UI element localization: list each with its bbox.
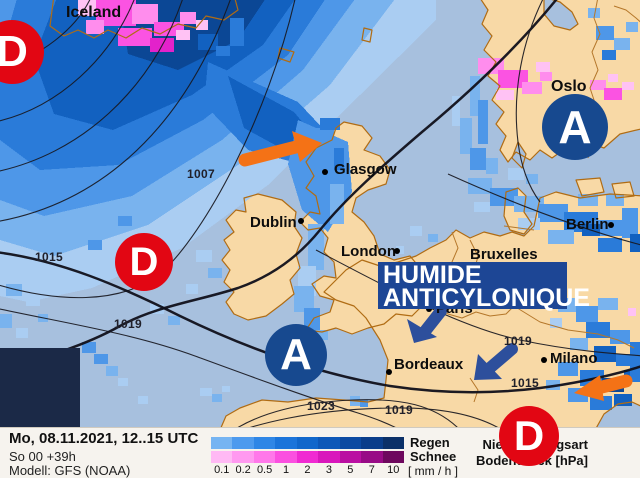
legend-unit: [ mm / h ]	[408, 464, 459, 478]
legend-tick: 0.1	[214, 464, 230, 476]
rain-colorbar	[211, 437, 404, 449]
city-label-berlin: Berlin	[566, 216, 609, 233]
snow-color-step	[232, 451, 254, 463]
high-symbol-biscay: A	[265, 324, 327, 386]
meteo-villes-logo[interactable]: METEO- VILLES.COM	[0, 348, 80, 427]
rain-color-step	[318, 437, 340, 449]
city-dot-london	[394, 248, 400, 254]
low-symbol-atlantic-west: D	[115, 233, 173, 291]
annotation-box: HUMIDE ANTICYLONIQUE	[378, 261, 590, 312]
precipitation-layer	[0, 0, 640, 410]
isobar-label: 1015	[511, 376, 539, 390]
city-dot-berlin	[608, 222, 614, 228]
legend-tick: 5	[347, 464, 354, 476]
city-label-bordeaux: Bordeaux	[394, 356, 464, 373]
snow-color-step	[318, 451, 340, 463]
legend-tick: 0.2	[235, 464, 251, 476]
isobars	[0, 0, 640, 427]
isobar-label: 1019	[504, 334, 532, 348]
orange-arrow-scotland	[238, 131, 322, 167]
legend-tick: 2	[304, 464, 311, 476]
snow-color-step	[382, 451, 404, 463]
snow-colorbar	[211, 451, 404, 463]
annotation-line2: ANTICYLONIQUE	[383, 284, 590, 312]
annotation-line1: HUMIDE	[383, 261, 482, 289]
coastlines	[49, 0, 640, 427]
rain-color-step	[296, 437, 319, 449]
rain-color-step	[339, 437, 362, 449]
city-dot-paris	[426, 306, 432, 312]
isobar-label: 1023	[307, 399, 335, 413]
rain-legend-label: Regen	[410, 435, 450, 450]
legend-ticks: 0.1 0.2 0.5 1 2 3 5 7 10	[211, 464, 404, 476]
snow-color-step	[296, 451, 319, 463]
city-label-milano: Milano	[550, 350, 598, 367]
city-dot-glasgow	[322, 169, 328, 175]
city-label-london: London	[341, 243, 396, 260]
legend-tick: 3	[325, 464, 332, 476]
rain-color-step	[275, 437, 297, 449]
city-label-iceland: Iceland	[66, 4, 122, 21]
city-dot-dublin	[298, 218, 304, 224]
blue-arrow-paris	[407, 305, 447, 343]
snow-color-step	[339, 451, 362, 463]
rain-color-step	[382, 437, 404, 449]
high-symbol-scandinavia: A	[542, 94, 608, 160]
rain-color-step	[211, 437, 233, 449]
flow-arrows	[238, 131, 633, 401]
city-dot-milano	[541, 357, 547, 363]
blue-arrow-milano	[474, 343, 518, 380]
legend-tick: 0.5	[256, 464, 273, 476]
isobar-label: 1019	[114, 317, 142, 331]
model-name: Modell: GFS (NOAA)	[9, 463, 131, 478]
legend-tick: 1	[282, 464, 290, 476]
valid-datetime: Mo, 08.11.2021, 12..15 UTC	[9, 430, 199, 447]
rain-color-step	[232, 437, 254, 449]
model-run: So 00 +39h	[9, 449, 76, 464]
legend-tick: 7	[368, 464, 375, 476]
snow-legend-label: Schnee	[410, 449, 457, 464]
snow-color-step	[361, 451, 383, 463]
snow-color-step	[211, 451, 233, 463]
city-label-glasgow: Glasgow	[334, 161, 397, 178]
snow-color-step	[253, 451, 276, 463]
city-label-oslo: Oslo	[551, 78, 587, 95]
city-dot-bordeaux	[386, 369, 392, 375]
isobar-label: 1015	[35, 250, 63, 264]
rain-color-step	[361, 437, 383, 449]
isobar-label: 1019	[385, 403, 413, 417]
city-label-bruxelles: Bruxelles	[470, 246, 538, 263]
rain-color-step	[253, 437, 276, 449]
snow-color-step	[275, 451, 297, 463]
legend-tick: 10	[387, 464, 400, 476]
isobar-label: 1007	[187, 167, 215, 181]
orange-arrow-adriatic	[574, 374, 633, 401]
city-label-dublin: Dublin	[250, 214, 297, 231]
low-symbol-adriatic: D	[499, 406, 559, 466]
